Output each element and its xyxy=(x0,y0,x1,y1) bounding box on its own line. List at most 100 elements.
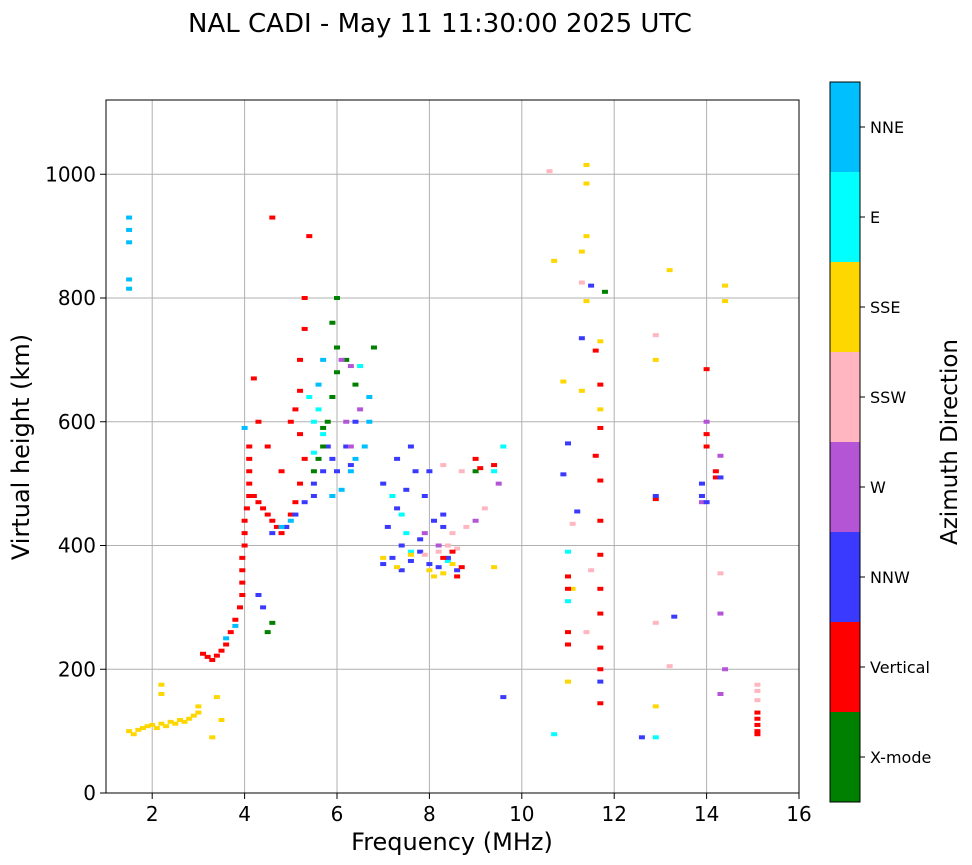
echo-point xyxy=(297,481,304,486)
echo-point xyxy=(449,562,456,567)
echo-point xyxy=(588,568,595,573)
echo-point xyxy=(139,726,146,731)
echo-point xyxy=(255,500,262,505)
echo-point xyxy=(260,506,267,511)
echo-point xyxy=(597,407,604,412)
echo-point xyxy=(172,721,179,726)
x-tick-label: 14 xyxy=(694,802,719,826)
echo-point xyxy=(638,735,645,740)
echo-point xyxy=(666,268,673,273)
echo-point xyxy=(698,500,705,505)
echo-point xyxy=(417,537,424,542)
echo-point xyxy=(431,518,438,523)
echo-point xyxy=(449,531,456,536)
echo-point xyxy=(597,425,604,430)
echo-point xyxy=(703,444,710,449)
echo-point xyxy=(153,726,160,731)
echo-point xyxy=(754,716,761,721)
echo-trace-f2-cluster xyxy=(380,444,461,573)
echo-point xyxy=(320,357,327,362)
echo-point xyxy=(597,382,604,387)
echo-point xyxy=(130,732,137,737)
echo-point xyxy=(310,494,317,498)
echo-point xyxy=(592,453,599,458)
echo-point xyxy=(722,299,729,304)
echo-point xyxy=(652,620,659,625)
y-tick-label: 800 xyxy=(58,286,96,310)
echo-point xyxy=(239,593,246,597)
echo-point xyxy=(236,605,243,610)
x-tick-label: 16 xyxy=(786,802,811,826)
echo-point xyxy=(565,630,571,635)
echo-point xyxy=(347,364,354,369)
echo-point xyxy=(426,568,433,573)
echo-point xyxy=(389,494,396,498)
echo-point xyxy=(560,379,567,384)
echo-point xyxy=(444,558,451,563)
colorbar-tick-label: SSW xyxy=(870,388,906,407)
echo-point xyxy=(551,732,558,737)
echo-trace-nne-F xyxy=(223,357,373,641)
echo-point xyxy=(329,395,336,399)
echo-point xyxy=(200,651,207,656)
colorbar-tick-label: X-mode xyxy=(870,748,931,767)
colorbar-label: Azimuth Direction xyxy=(937,339,963,545)
echo-point xyxy=(158,682,165,687)
echo-point xyxy=(472,518,479,523)
y-tick-label: 1000 xyxy=(45,162,96,186)
echo-point xyxy=(334,296,340,300)
y-tick-label: 200 xyxy=(58,657,96,681)
echo-point xyxy=(297,432,304,437)
colorbar-segment xyxy=(830,82,860,172)
echo-point xyxy=(264,512,271,517)
echo-point xyxy=(440,555,447,560)
echo-trace-xmode xyxy=(264,289,608,635)
colorbar: X-mode Vertical NNW W SSW SSE E NNE xyxy=(829,81,931,803)
echo-point xyxy=(565,599,571,604)
echo-point xyxy=(597,667,604,672)
echo-point xyxy=(431,574,438,579)
echo-point xyxy=(463,524,470,529)
echo-point xyxy=(209,657,216,662)
echo-point xyxy=(495,481,502,486)
echo-trace-sse-F xyxy=(380,162,729,709)
echo-trace-nnw-high xyxy=(500,283,724,740)
echo-point xyxy=(440,524,447,529)
echo-point xyxy=(426,469,433,474)
echo-point xyxy=(565,642,571,647)
colorbar-tick-label: NNE xyxy=(870,118,904,137)
echo-trace-vertical-high xyxy=(440,348,761,737)
echo-point xyxy=(722,667,729,672)
echo-point xyxy=(158,721,165,726)
echo-point xyxy=(176,717,183,722)
echo-point xyxy=(269,518,276,523)
echo-point xyxy=(297,388,304,393)
echo-point xyxy=(444,555,451,560)
x-tick-label: 8 xyxy=(423,802,436,826)
echo-point xyxy=(357,407,364,412)
echo-point xyxy=(426,562,433,567)
echo-point xyxy=(292,407,299,412)
echo-point xyxy=(652,704,659,709)
echo-point xyxy=(227,630,234,635)
echo-point xyxy=(698,481,705,486)
echo-point xyxy=(703,419,710,424)
echo-point xyxy=(126,729,133,734)
echo-point xyxy=(597,611,604,616)
echo-point xyxy=(232,623,239,628)
echo-point xyxy=(380,562,387,567)
echo-point xyxy=(287,518,294,523)
echo-point xyxy=(324,444,331,449)
echo-point xyxy=(407,558,414,563)
echo-trace-F-rise xyxy=(200,215,313,662)
echo-point xyxy=(578,280,585,285)
echo-point xyxy=(597,478,604,483)
echo-point xyxy=(347,444,354,449)
echo-point xyxy=(209,735,216,740)
echo-point xyxy=(403,531,410,536)
echo-point xyxy=(583,181,590,186)
echo-point xyxy=(329,456,336,461)
echo-point xyxy=(329,320,336,325)
echo-point xyxy=(126,240,133,245)
echo-point xyxy=(403,487,410,492)
